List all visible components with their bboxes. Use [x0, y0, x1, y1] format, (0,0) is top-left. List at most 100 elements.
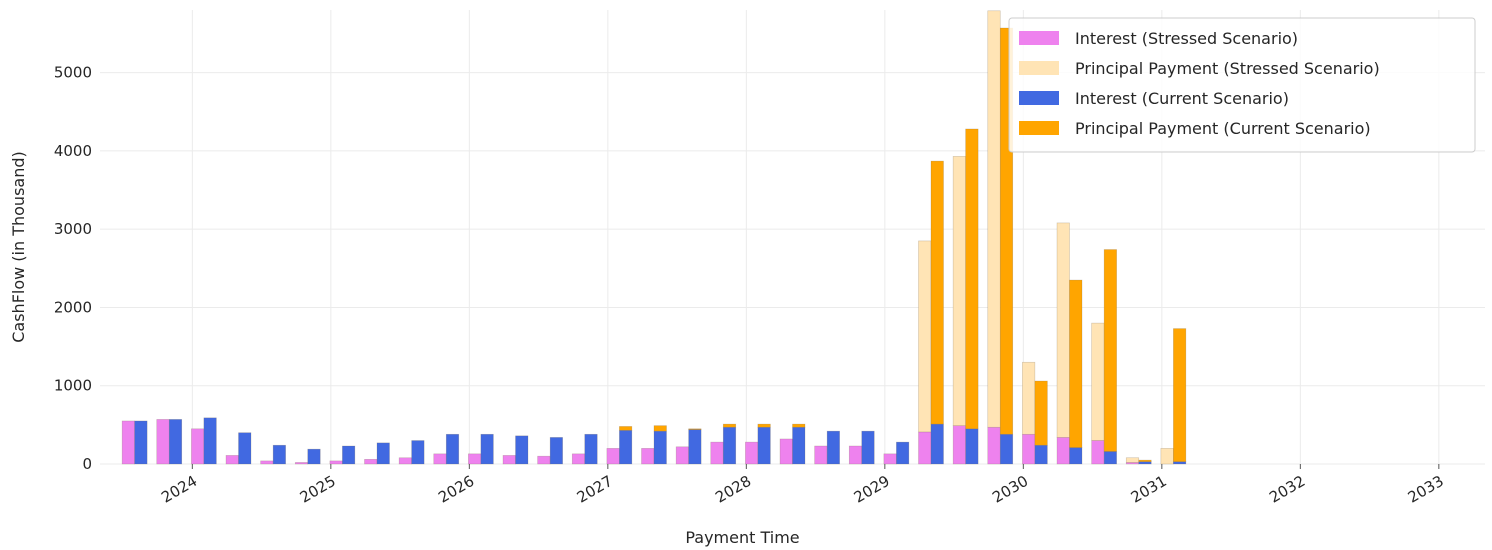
bar-interest-stressed — [988, 427, 1001, 464]
bar-principal-stressed — [919, 241, 932, 432]
y-tick-label: 0 — [82, 455, 92, 473]
x-tick-label: 2025 — [297, 472, 339, 507]
x-tick-label: 2030 — [989, 472, 1031, 507]
x-tick-label: 2026 — [435, 472, 477, 507]
legend: Interest (Stressed Scenario) Principal Pa… — [1009, 18, 1475, 152]
bar-interest-current — [308, 449, 321, 464]
bar-interest-stressed — [676, 447, 689, 464]
bar-principal-stressed — [1092, 323, 1105, 440]
bar-interest-current — [827, 431, 840, 464]
bar-interest-stressed — [884, 454, 897, 464]
bar-interest-current — [689, 430, 702, 464]
bar-interest-stressed — [745, 442, 758, 464]
x-tick-label: 2028 — [712, 472, 754, 507]
legend-entry: Interest (Current Scenario) — [1075, 89, 1289, 108]
legend-entry: Principal Payment (Stressed Scenario) — [1075, 59, 1380, 78]
bar-principal-current — [654, 426, 667, 431]
x-axis-label: Payment Time — [685, 528, 799, 547]
bar-principal-current — [966, 129, 979, 429]
legend-swatch — [1019, 121, 1059, 135]
bar-interest-current — [758, 427, 771, 464]
bar-interest-current — [1104, 451, 1117, 464]
y-axis-label: CashFlow (in Thousand) — [9, 151, 28, 343]
y-tick-label: 5000 — [54, 64, 92, 82]
bar-interest-current — [966, 429, 979, 464]
bar-interest-current — [931, 424, 944, 464]
bar-principal-current — [931, 161, 944, 424]
bar-interest-current — [1035, 445, 1048, 464]
bar-interest-current — [169, 419, 182, 464]
x-tick-label: 2032 — [1266, 472, 1308, 507]
bar-interest-stressed — [572, 454, 585, 464]
bar-principal-current — [793, 424, 806, 427]
bar-interest-stressed — [226, 455, 239, 464]
bar-interest-stressed — [953, 426, 966, 464]
bar-principal-stressed — [953, 156, 966, 425]
bar-principal-current — [1035, 381, 1048, 445]
legend-entry: Interest (Stressed Scenario) — [1075, 29, 1298, 48]
bar-principal-current — [1139, 460, 1152, 462]
bar-interest-stressed — [330, 461, 343, 464]
bar-interest-current — [516, 436, 529, 464]
legend-entry: Principal Payment (Current Scenario) — [1075, 119, 1371, 138]
bar-interest-stressed — [261, 461, 274, 464]
bar-interest-stressed — [365, 459, 378, 464]
bar-interest-stressed — [1092, 441, 1105, 464]
bar-interest-current — [1139, 462, 1152, 464]
bar-interest-current — [446, 434, 459, 464]
bar-interest-stressed — [191, 429, 204, 464]
bar-interest-current — [481, 434, 494, 464]
y-tick-label: 1000 — [54, 377, 92, 395]
bar-interest-stressed — [642, 448, 655, 464]
bar-interest-stressed — [919, 432, 932, 464]
bar-interest-current — [723, 427, 736, 464]
bar-interest-stressed — [815, 446, 828, 464]
bar-interest-current — [1000, 434, 1013, 464]
bar-principal-current — [723, 424, 736, 427]
bar-principal-stressed — [1057, 223, 1070, 437]
bar-interest-stressed — [468, 454, 481, 464]
bar-interest-current — [377, 443, 390, 464]
bar-interest-stressed — [295, 462, 308, 464]
x-tick-label: 2024 — [158, 472, 200, 507]
x-tick-label: 2033 — [1405, 472, 1447, 507]
bar-interest-stressed — [399, 458, 412, 464]
legend-swatch — [1019, 91, 1059, 105]
x-tick-label: 2031 — [1128, 472, 1170, 507]
bar-interest-current — [273, 445, 286, 464]
x-tick-label: 2027 — [574, 472, 616, 507]
bar-interest-current — [619, 430, 632, 464]
bar-interest-current — [342, 446, 355, 464]
legend-swatch — [1019, 31, 1059, 45]
bar-interest-stressed — [157, 419, 170, 464]
bar-interest-stressed — [1057, 437, 1070, 464]
legend-swatch — [1019, 61, 1059, 75]
bar-principal-current — [1104, 250, 1117, 452]
bar-interest-current — [1070, 448, 1083, 464]
bar-interest-current — [239, 433, 252, 464]
y-tick-label: 2000 — [54, 298, 92, 316]
bar-interest-current — [896, 442, 909, 464]
bar-interest-current — [550, 437, 563, 464]
bar-principal-current — [1173, 329, 1186, 462]
bar-principal-stressed — [1161, 448, 1174, 464]
bar-interest-stressed — [503, 455, 516, 464]
bar-principal-stressed — [1126, 458, 1139, 463]
bar-interest-stressed — [434, 454, 447, 464]
bar-interest-stressed — [780, 439, 793, 464]
bar-interest-stressed — [1022, 434, 1035, 464]
bar-interest-stressed — [711, 442, 724, 464]
bar-principal-current — [758, 424, 771, 427]
bar-interest-stressed — [849, 446, 862, 464]
bar-interest-current — [1173, 462, 1186, 464]
bar-principal-stressed — [988, 11, 1001, 427]
bar-interest-current — [793, 427, 806, 464]
bar-interest-stressed — [122, 421, 135, 464]
y-tick-label: 3000 — [54, 220, 92, 238]
bar-principal-stressed — [1022, 362, 1035, 434]
bar-interest-stressed — [607, 448, 620, 464]
bar-interest-current — [204, 418, 217, 464]
bar-interest-current — [862, 431, 875, 464]
bar-interest-stressed — [538, 456, 551, 464]
